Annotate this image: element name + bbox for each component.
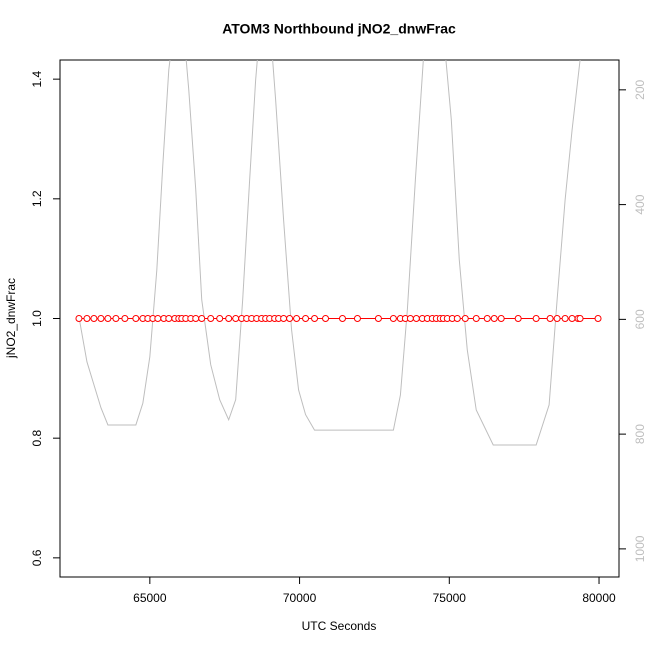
point xyxy=(90,315,98,322)
point xyxy=(514,315,522,322)
y2-tick-label: 400 xyxy=(633,194,647,214)
x-tick-label: 80000 xyxy=(582,591,616,605)
point xyxy=(207,315,215,322)
point xyxy=(374,315,382,322)
point xyxy=(532,315,540,322)
y-tick-label: 1.2 xyxy=(30,190,44,207)
point xyxy=(132,315,140,322)
point xyxy=(483,315,491,322)
point xyxy=(192,315,200,322)
series-line xyxy=(78,60,581,446)
point xyxy=(546,315,554,322)
x-tick-label: 70000 xyxy=(283,591,317,605)
point xyxy=(165,315,173,322)
point xyxy=(286,315,294,322)
point xyxy=(216,315,224,322)
point xyxy=(472,315,480,322)
y-tick-label: 1.4 xyxy=(30,70,44,87)
point xyxy=(104,315,112,322)
point xyxy=(112,315,120,322)
point xyxy=(322,315,330,322)
point xyxy=(568,315,576,322)
y2-tick-label: 600 xyxy=(633,309,647,329)
x-tick-label: 65000 xyxy=(133,591,167,605)
y-axis-label: jNO2_dnwFrac xyxy=(4,278,18,359)
point xyxy=(280,315,288,322)
point xyxy=(302,315,310,322)
point xyxy=(121,315,129,322)
x-tick-label: 75000 xyxy=(433,591,467,605)
point xyxy=(497,315,505,322)
chart-title: ATOM3 Northbound jNO2_dnwFrac xyxy=(222,21,456,37)
point xyxy=(453,315,461,322)
y-tick-label: 0.6 xyxy=(30,549,44,566)
point xyxy=(594,315,602,322)
y2-tick-label: 800 xyxy=(633,424,647,444)
point xyxy=(225,315,233,322)
y2-tick-label: 1000 xyxy=(633,535,647,562)
point xyxy=(561,315,569,322)
point xyxy=(353,315,361,322)
point xyxy=(338,315,346,322)
plot-area xyxy=(75,60,602,446)
point xyxy=(406,315,414,322)
point xyxy=(311,315,319,322)
point xyxy=(232,315,240,322)
point xyxy=(83,315,91,322)
point xyxy=(198,315,206,322)
x-axis-label: UTC Seconds xyxy=(302,619,377,633)
point xyxy=(461,315,469,322)
y-tick-label: 0.8 xyxy=(30,430,44,447)
point xyxy=(97,315,105,322)
y-tick-label: 1.0 xyxy=(30,310,44,327)
point xyxy=(576,315,584,322)
point xyxy=(75,315,83,322)
point xyxy=(412,315,420,322)
point xyxy=(154,315,162,322)
point xyxy=(389,315,397,322)
point xyxy=(293,315,301,322)
point xyxy=(490,315,498,322)
point xyxy=(553,315,561,322)
y2-tick-label: 200 xyxy=(633,80,647,100)
